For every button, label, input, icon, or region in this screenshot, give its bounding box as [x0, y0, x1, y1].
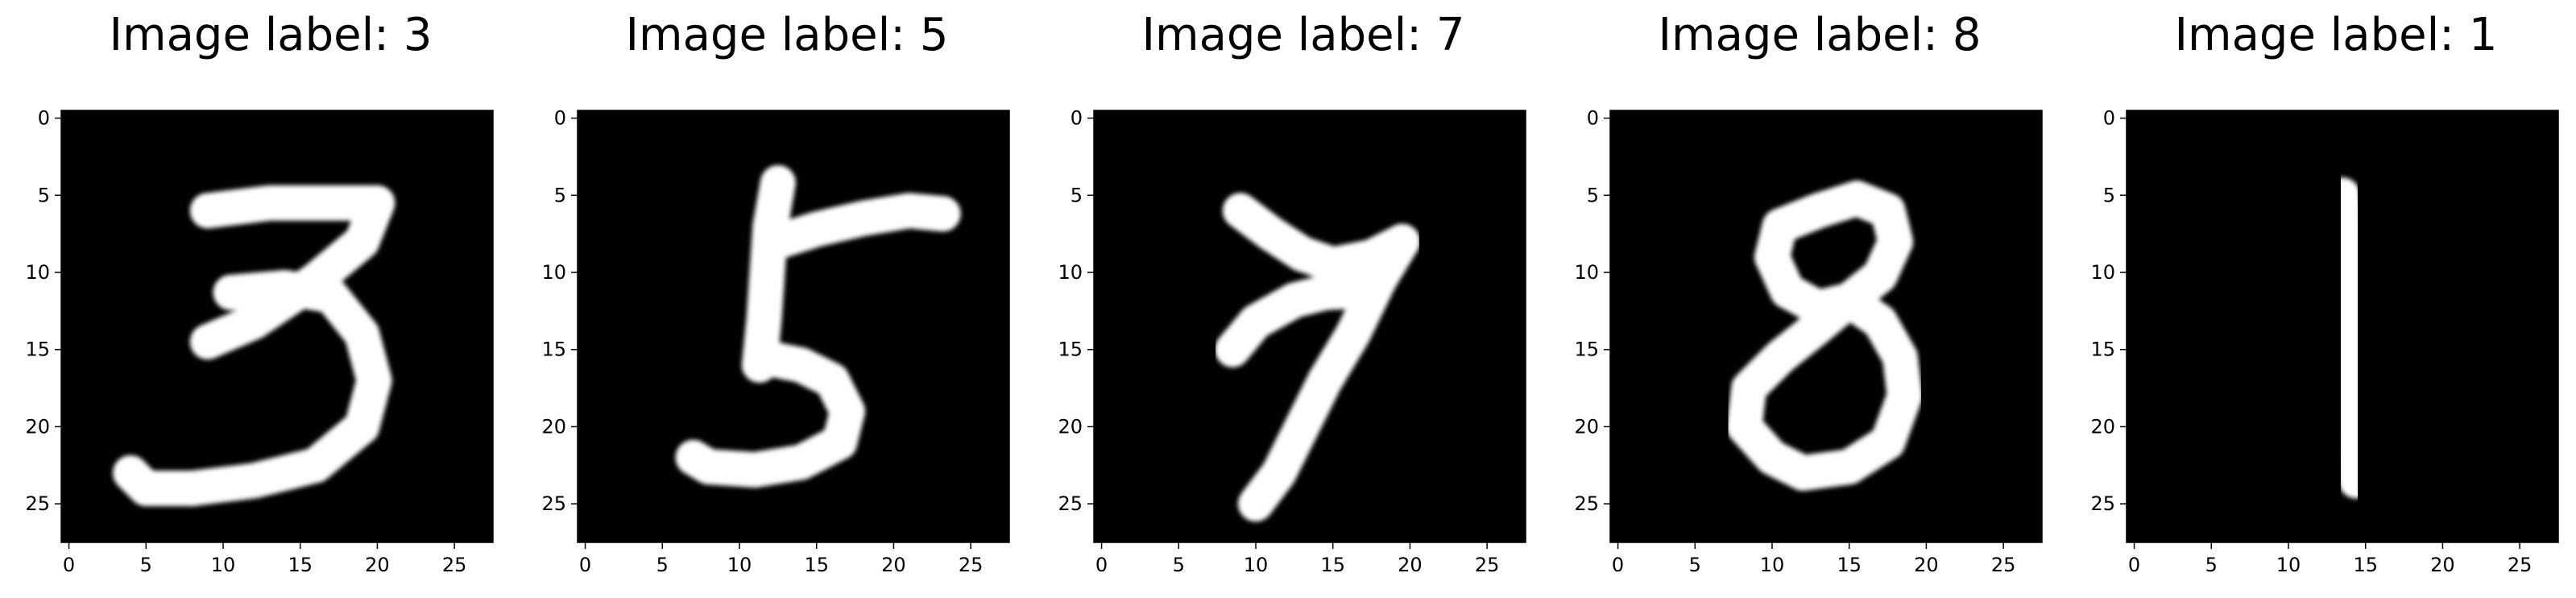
x-tick-label: 25: [1991, 554, 2016, 576]
axes-frame: [2126, 110, 2559, 543]
y-tick-label: 15: [25, 338, 50, 361]
y-tick-label: 0: [1071, 107, 1083, 130]
y-tick-label: 10: [1058, 261, 1083, 284]
y-tick-label: 15: [2090, 338, 2115, 361]
axes-frame: [60, 110, 494, 543]
x-tick-label: 0: [579, 554, 591, 576]
panel-1: Image label: 3 0 5 10 15 20 25 0 5 10 15 20 25: [25, 0, 496, 598]
y-tick-label: 15: [541, 338, 566, 361]
panel-5: Image label: 1 0 5 10 15 20 25 0 5 10 15 20 25: [2090, 0, 2562, 598]
y-tick-label: 20: [2090, 415, 2115, 438]
x-tick-label: 5: [656, 554, 669, 576]
y-tick-label: 5: [1071, 184, 1083, 206]
x-tick-label: 5: [1689, 554, 1701, 576]
y-tick-label: 25: [2090, 492, 2115, 515]
digit-stroke: [760, 193, 961, 260]
x-tick-label: 15: [1320, 554, 1345, 576]
digit-3-strokes: [113, 185, 396, 506]
x-tick-label: 15: [2353, 554, 2378, 576]
x-tick-label: 15: [804, 554, 829, 576]
y-tick-label: 20: [1058, 415, 1083, 438]
y-tick-label: 25: [541, 492, 566, 515]
x-tick-label: 10: [1760, 554, 1785, 576]
axes-frame: [1609, 110, 2043, 543]
y-tick-label: 10: [541, 261, 566, 284]
digit-stroke: [1215, 273, 1369, 368]
digit-stroke: [1238, 223, 1420, 522]
digit-stroke: [1726, 282, 1923, 491]
x-tick-label: 0: [1095, 554, 1108, 576]
panel-title: Image label: 7: [1141, 9, 1465, 61]
axes-frame: [577, 110, 1010, 543]
x-tick-label: 20: [1914, 554, 1939, 576]
x-tick-label: 25: [959, 554, 984, 576]
y-tick-label: 25: [25, 492, 50, 515]
y-tick-label: 0: [38, 107, 50, 130]
panel-title: Image label: 1: [2174, 9, 2498, 61]
x-tick-label: 20: [881, 554, 906, 576]
x-tick-label: 5: [140, 554, 152, 576]
digit-plot: 0 5 10 15 20 25 0 5 10 15 20 25: [25, 107, 494, 576]
x-tick-label: 5: [2205, 554, 2218, 576]
digit-stroke: [2325, 177, 2375, 499]
x-tick-label: 25: [442, 554, 467, 576]
y-tick-label: 20: [1574, 415, 1599, 438]
y-tick-label: 0: [554, 107, 566, 130]
x-tick-label: 0: [1612, 554, 1624, 576]
x-tick-label: 10: [211, 554, 236, 576]
y-tick-label: 10: [25, 261, 50, 284]
x-tick-label: 20: [2430, 554, 2455, 576]
panel-title: Image label: 8: [1658, 9, 1982, 61]
digit-stroke: [741, 165, 796, 383]
digit-plot: 0 5 10 15 20 25 0 5 10 15 20 25: [2090, 107, 2559, 576]
y-tick-label: 10: [2090, 261, 2115, 284]
panel-title: Image label: 5: [625, 9, 949, 61]
panel-2: Image label: 5 0 5 10 15 20 25 0 5 10 15 20 25: [541, 0, 1013, 598]
x-tick-label: 25: [2508, 554, 2533, 576]
x-tick-label: 20: [365, 554, 390, 576]
y-tick-label: 25: [1574, 492, 1599, 515]
y-tick-label: 5: [1587, 184, 1599, 206]
x-tick-label: 10: [2276, 554, 2301, 576]
y-tick-label: 15: [1058, 338, 1083, 361]
digit-plot: 0 5 10 15 20 25 0 5 10 15 20 25: [1058, 107, 1526, 576]
x-tick-label: 15: [1837, 554, 1862, 576]
axes-frame: [1093, 110, 1526, 543]
y-tick-label: 20: [541, 415, 566, 438]
y-tick-label: 15: [1574, 338, 1599, 361]
y-tick-label: 20: [25, 415, 50, 438]
digit-stroke: [189, 185, 396, 360]
x-tick-label: 10: [727, 554, 752, 576]
image-background: [1094, 110, 1526, 542]
y-tick-label: 0: [1587, 107, 1599, 130]
x-tick-label: 5: [1173, 554, 1185, 576]
x-tick-label: 15: [288, 554, 313, 576]
digit-stroke: [113, 270, 392, 506]
y-tick-label: 10: [1574, 261, 1599, 284]
digit-5-strokes: [675, 165, 961, 488]
digit-7-strokes: [1215, 193, 1420, 522]
y-tick-label: 5: [554, 184, 566, 206]
digit-plot: 0 5 10 15 20 25 0 5 10 15 20 25: [1574, 107, 2043, 576]
panel-title: Image label: 3: [109, 9, 433, 61]
y-tick-label: 25: [1058, 492, 1083, 515]
y-tick-label: 0: [2103, 107, 2115, 130]
x-tick-label: 25: [1475, 554, 1500, 576]
y-tick-label: 5: [2103, 184, 2115, 206]
digit-plot: 0 5 10 15 20 25 0 5 10 15 20 25: [541, 107, 1010, 576]
digit-1-strokes: [2325, 177, 2375, 499]
x-tick-label: 0: [2128, 554, 2140, 576]
digit-stroke: [675, 339, 865, 488]
panel-3: Image label: 7 0 5 10 15 20 25 0 5 10 15 20 25: [1058, 0, 1529, 598]
x-tick-label: 10: [1244, 554, 1269, 576]
digit-8-strokes: [1726, 181, 1923, 491]
x-tick-label: 0: [63, 554, 75, 576]
panel-4: Image label: 8 0 5 10 15 20 25 0 5 10 15 20 25: [1574, 0, 2045, 598]
x-tick-label: 20: [1398, 554, 1423, 576]
y-tick-label: 5: [38, 184, 50, 206]
